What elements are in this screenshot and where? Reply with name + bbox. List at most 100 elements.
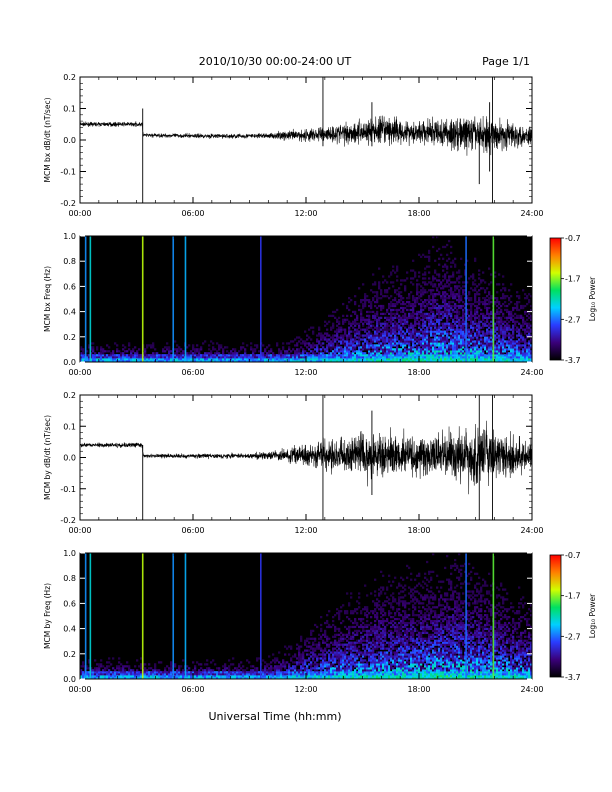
spectrogram-cell <box>438 275 441 278</box>
spectrogram-cell <box>310 356 313 359</box>
spectrogram-cell <box>440 340 443 343</box>
spectrogram-cell <box>462 342 465 345</box>
spectrogram-cell <box>482 330 485 333</box>
spectrogram-cell <box>94 673 97 676</box>
spectrogram-cell <box>190 350 193 353</box>
spectrogram-cell <box>80 352 83 355</box>
spectrogram-cell <box>424 281 427 284</box>
spectrogram-cell <box>94 358 97 361</box>
spectrogram-cell <box>510 328 513 331</box>
spectrogram-cell <box>458 304 461 308</box>
spectrogram-cell <box>452 346 455 349</box>
spectrogram-cell <box>346 358 349 361</box>
spectrogram-cell <box>268 350 271 353</box>
spectrogram-cell <box>448 239 451 243</box>
spectrogram-cell <box>312 653 315 656</box>
spectrogram-cell <box>392 352 395 355</box>
spectrogram-cell <box>240 661 243 664</box>
spectrogram-cell <box>82 354 85 357</box>
spectrogram-cell <box>328 320 331 323</box>
spectrogram-cell <box>100 348 103 351</box>
spectrogram-cell <box>420 293 423 296</box>
spectrogram-cell <box>386 356 389 359</box>
spectrogram-cell <box>126 665 129 668</box>
spectrogram-cell <box>434 277 437 280</box>
spectrogram-cell <box>370 332 373 335</box>
spectrogram-cell <box>360 316 363 319</box>
spectrogram-cell <box>212 354 215 357</box>
spectrogram-cell <box>116 348 119 351</box>
spectrogram-cell <box>284 352 287 355</box>
spectrogram-cell <box>310 358 313 361</box>
spectrogram-cell <box>530 338 533 341</box>
spectrogram-cell <box>176 354 179 357</box>
spectrogram-cell <box>92 342 95 345</box>
spectrogram-cell <box>402 340 405 343</box>
spectrogram-cell <box>196 661 199 664</box>
spectrogram-cell <box>318 653 321 656</box>
spectrogram-cell <box>412 302 415 306</box>
spectrogram-cell <box>384 348 387 351</box>
spectrogram-cell <box>128 667 131 670</box>
spectrogram-cell <box>270 669 273 672</box>
spectrogram-cell <box>390 326 393 329</box>
spectrogram-cell <box>312 629 315 633</box>
spectrogram-cell <box>402 308 405 312</box>
spectrogram-cell <box>420 304 423 308</box>
spectrogram-cell <box>470 297 473 300</box>
spectrogram-cell <box>284 673 287 676</box>
spectrogram-cell <box>444 297 447 300</box>
spectrogram-cell <box>494 356 497 359</box>
spectrogram-cell <box>182 352 185 355</box>
spectrogram-cell <box>450 330 453 333</box>
spectrogram-cell <box>278 661 281 664</box>
spectrogram-cell <box>192 354 195 357</box>
spectrogram-cell <box>476 340 479 343</box>
spectrogram-cell <box>530 350 533 353</box>
spectrogram-cell <box>420 302 423 306</box>
spectrogram-cell <box>258 673 261 676</box>
spectrogram-cell <box>480 338 483 341</box>
spectrogram-cell <box>506 330 509 333</box>
spectrogram-cell <box>432 322 435 325</box>
spectrogram-cell <box>506 340 509 343</box>
spectrogram-cell <box>302 348 305 351</box>
spectrogram-cell <box>224 663 227 666</box>
spectrogram-cell <box>382 344 385 347</box>
spectrogram-cell <box>436 354 439 357</box>
spectrogram-cell <box>224 673 227 676</box>
spectrogram-cell <box>416 346 419 349</box>
spectrogram-cell <box>148 663 151 666</box>
spectrogram-cell <box>522 360 525 363</box>
spectrogram-cell <box>370 354 373 357</box>
spectrogram-cell <box>472 281 475 284</box>
spectrogram-cell <box>124 677 127 680</box>
spectrogram-cell <box>442 340 445 343</box>
spectral-event-line <box>260 236 262 362</box>
spectrogram-cell <box>312 655 315 658</box>
spectrogram-cell <box>242 358 245 361</box>
spectrogram-cell <box>374 334 377 337</box>
spectrogram-cell <box>322 348 325 351</box>
spectrogram-cell <box>484 360 487 363</box>
spectrogram-cell <box>414 275 417 278</box>
spectrogram-cell <box>486 354 489 357</box>
spectrogram-cell <box>132 673 135 676</box>
spectrogram-cell <box>334 340 337 343</box>
spectrogram-cell <box>502 348 505 351</box>
spectrogram-cell <box>422 316 425 319</box>
spectrogram-cell <box>316 655 319 658</box>
spectrogram-cell <box>268 358 271 361</box>
spectrogram-cell <box>94 659 97 662</box>
spectrogram-cell <box>408 360 411 363</box>
spectrogram-cell <box>522 322 525 325</box>
spectrogram-cell <box>256 671 259 674</box>
spectrogram-cell <box>488 293 491 296</box>
spectrogram-cell <box>476 330 479 333</box>
spectrogram-cell <box>438 247 441 251</box>
spectrogram-cell <box>380 356 383 359</box>
spectrogram-cell <box>444 314 447 318</box>
spectrogram-cell <box>462 344 465 347</box>
spectrogram-cell <box>402 300 405 304</box>
spectrogram-cell <box>328 673 331 676</box>
